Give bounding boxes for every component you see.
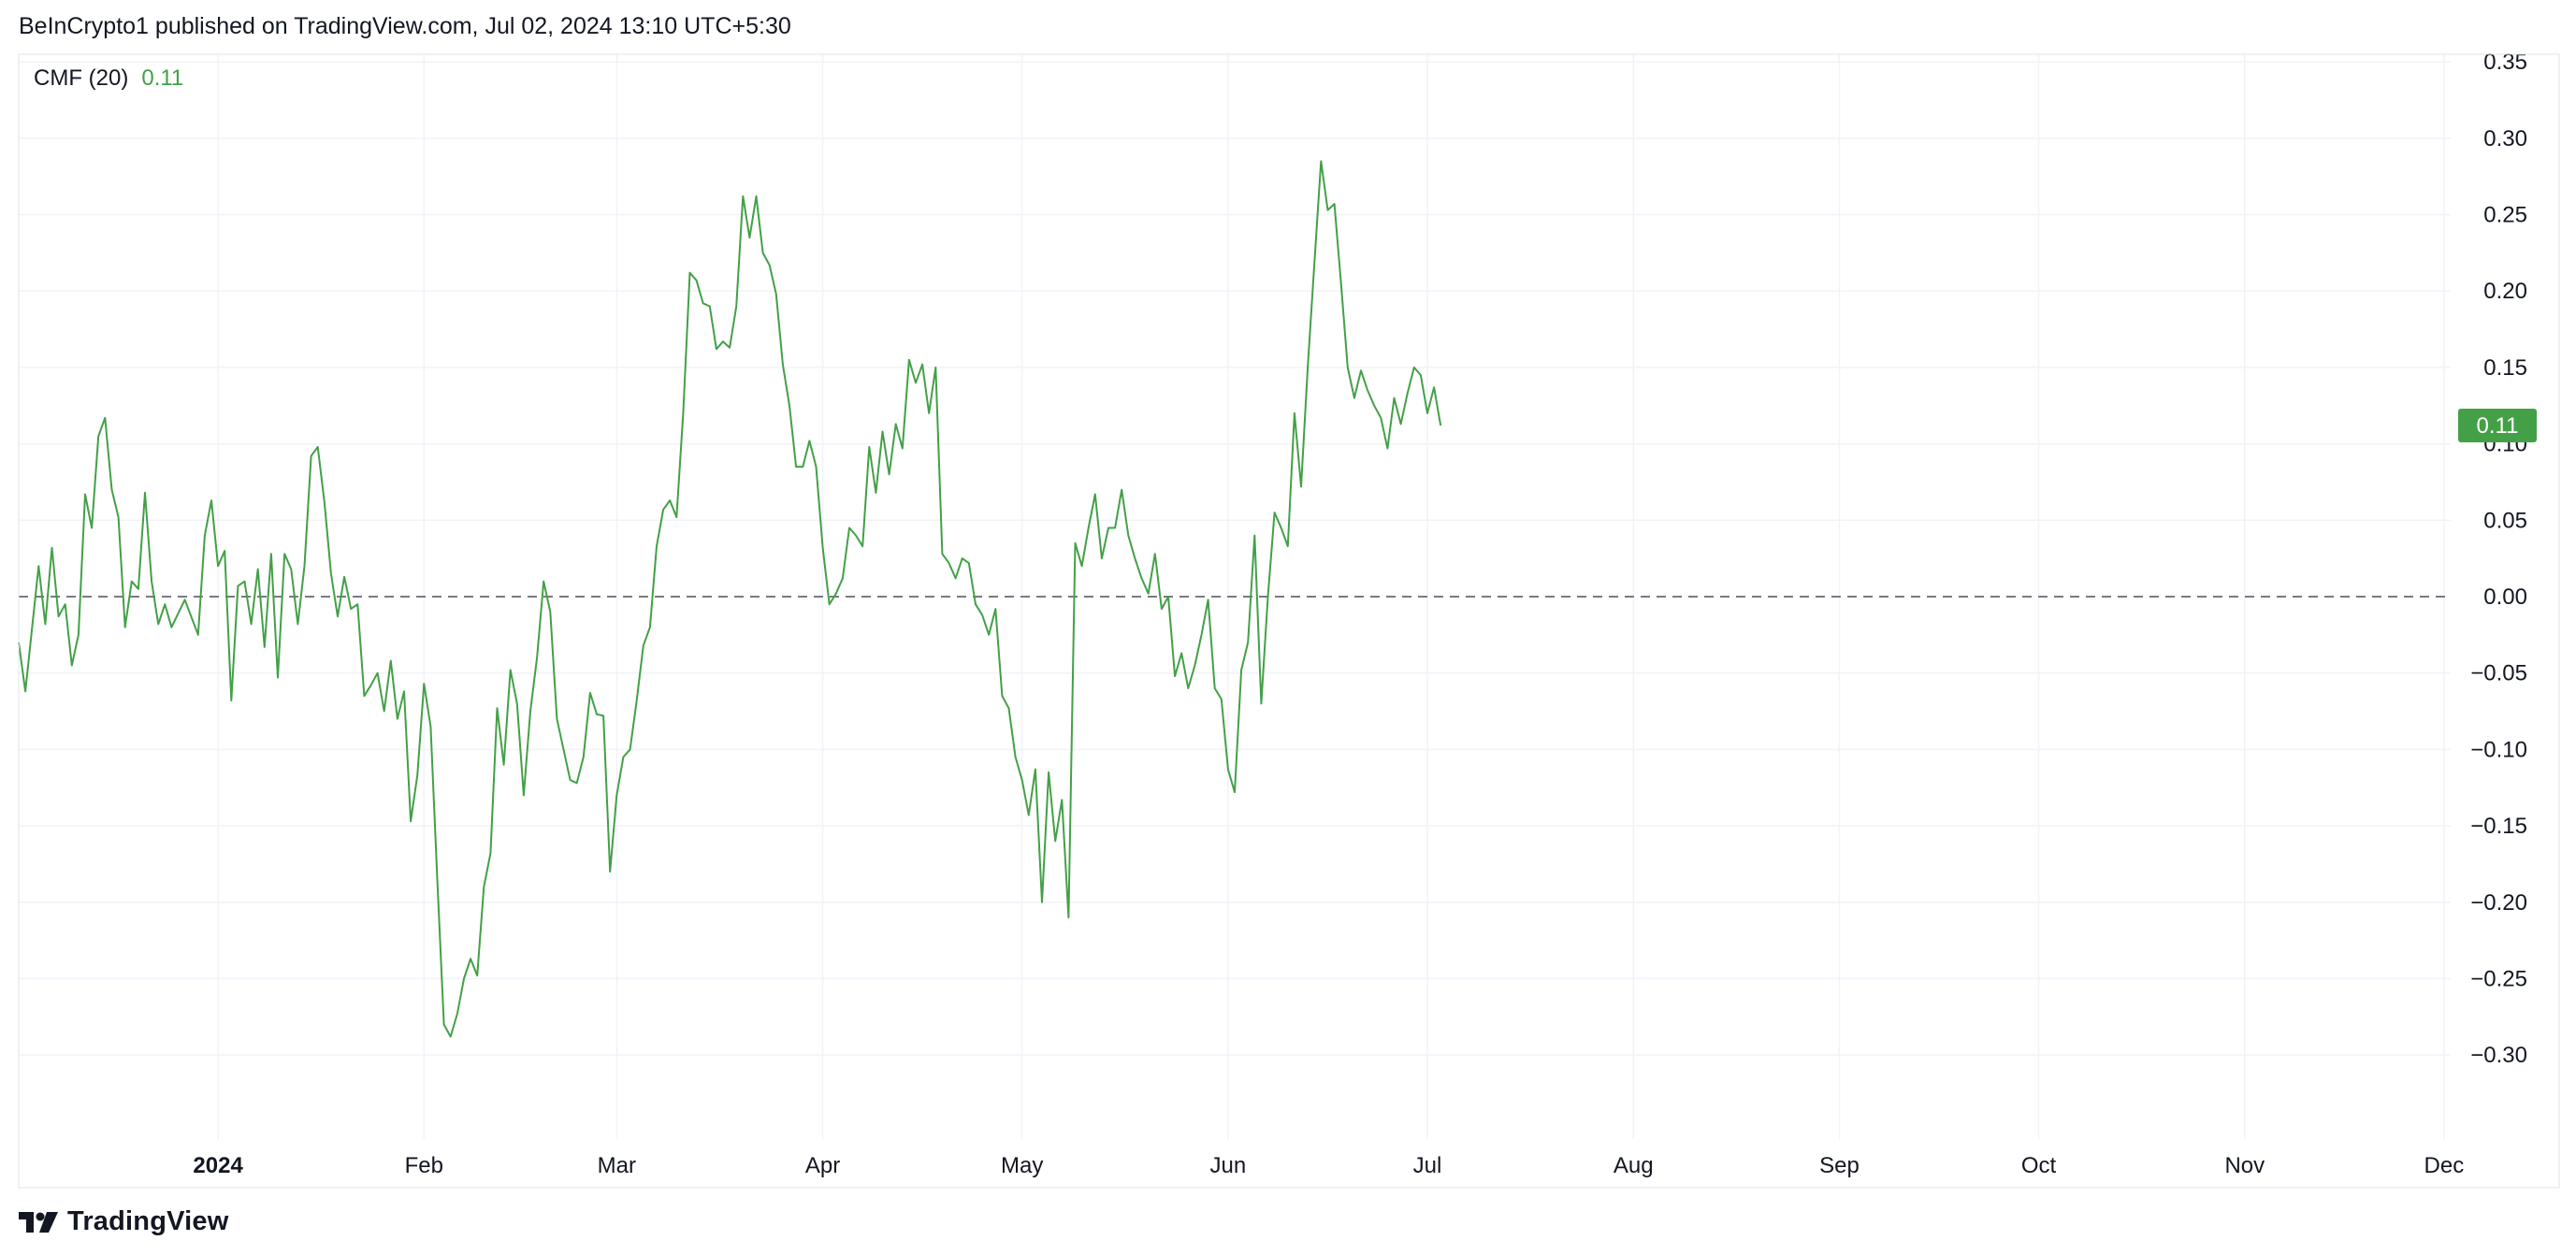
x-tick-label: Apr (805, 1153, 840, 1178)
x-tick-label: Dec (2424, 1153, 2465, 1178)
y-tick-label: −0.20 (2470, 890, 2527, 916)
y-tick-label: −0.15 (2470, 814, 2527, 839)
chart-frame (18, 53, 2560, 1189)
y-tick-label: 0.15 (2483, 355, 2527, 381)
cmf-series-line (18, 160, 1442, 1038)
y-tick-label: −0.30 (2470, 1043, 2527, 1068)
y-tick-label: 0.35 (2483, 50, 2527, 75)
x-tick-label: Sep (1819, 1153, 1860, 1178)
y-tick-label: 0.20 (2483, 279, 2527, 304)
time-scale[interactable]: 2024 Feb Mar Apr May Jun Jul Aug Sep Oct Nov Dec (193, 1153, 2464, 1178)
y-tick-label: −0.25 (2470, 966, 2527, 991)
y-tick-label: 0.00 (2483, 584, 2527, 610)
last-value-badge: 0.11 (2458, 409, 2537, 443)
tradingview-wordmark: TradingView (67, 1206, 229, 1236)
indicator-legend[interactable]: CMF (20) 0.11 (34, 65, 183, 92)
y-tick-label: −0.10 (2470, 737, 2527, 762)
tradingview-brand[interactable]: TradingView (19, 1206, 229, 1237)
y-tick-label: 0.05 (2483, 508, 2527, 533)
grid-lines (19, 54, 2451, 1139)
x-tick-label: Mar (598, 1153, 636, 1178)
y-tick-label: 0.30 (2483, 126, 2527, 151)
x-tick-label: Jun (1210, 1153, 1247, 1178)
y-tick-label: 0.25 (2483, 203, 2527, 228)
x-tick-label: Nov (2224, 1153, 2265, 1178)
indicator-value: 0.11 (141, 65, 184, 91)
x-tick-label: 2024 (193, 1153, 243, 1178)
last-value-badge-text: 0.11 (2477, 413, 2519, 439)
tradingview-logo-icon (19, 1211, 58, 1233)
publisher-caption: BeInCrypto1 published on TradingView.com… (19, 13, 791, 39)
last-value-badge-bg (2458, 409, 2537, 443)
indicator-name: CMF (20) (34, 65, 129, 91)
price-scale[interactable]: 0.350.300.250.200.150.100.050.00−0.05−0.… (2470, 50, 2527, 1068)
x-tick-label: Jul (1413, 1153, 1442, 1178)
x-tick-label: May (1001, 1153, 1043, 1178)
y-tick-label: −0.05 (2470, 661, 2527, 686)
x-tick-label: Feb (405, 1153, 443, 1178)
x-tick-label: Aug (1614, 1153, 1654, 1178)
x-tick-label: Oct (2021, 1153, 2057, 1178)
